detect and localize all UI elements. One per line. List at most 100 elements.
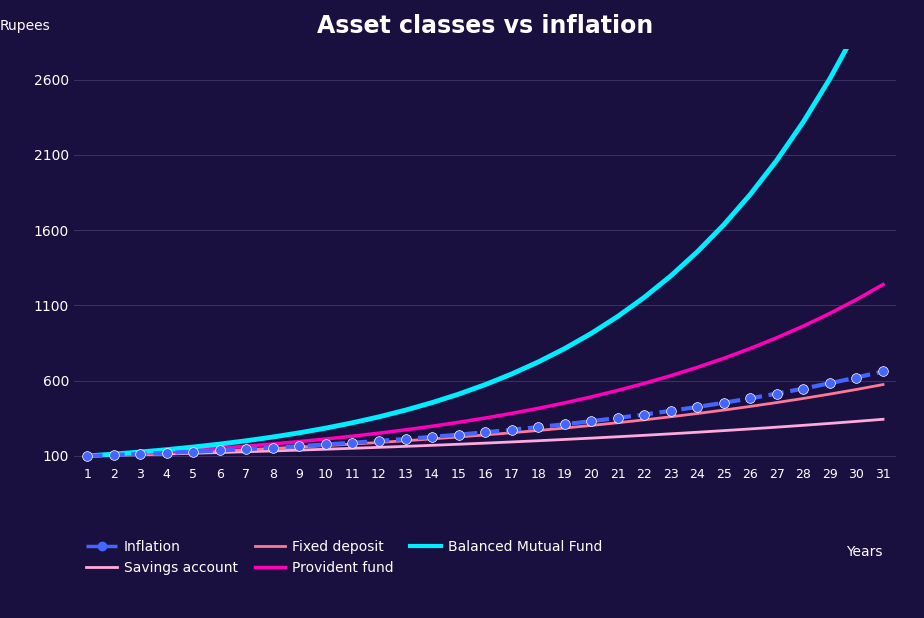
Balanced Mutual Fund	[532, 358, 543, 366]
Savings account	[480, 439, 491, 447]
Balanced Mutual Fund	[81, 452, 92, 460]
Inflation	[427, 433, 438, 441]
Savings account	[400, 442, 411, 450]
Provident fund	[586, 393, 597, 400]
Inflation	[665, 407, 676, 415]
Fixed deposit	[346, 441, 358, 448]
Provident fund	[824, 310, 835, 317]
Balanced Mutual Fund	[267, 433, 278, 441]
Balanced Mutual Fund	[294, 429, 305, 436]
Inflation	[772, 390, 783, 397]
Provident fund	[638, 379, 650, 387]
Balanced Mutual Fund	[692, 248, 703, 255]
Savings account	[824, 420, 835, 427]
Provident fund	[373, 430, 384, 437]
Provident fund	[878, 281, 889, 288]
Fixed deposit	[161, 449, 172, 457]
Savings account	[267, 447, 278, 455]
Inflation	[745, 395, 756, 402]
Balanced Mutual Fund	[241, 437, 252, 444]
Y-axis label: Rupees: Rupees	[0, 19, 50, 33]
Balanced Mutual Fund	[745, 190, 756, 198]
Inflation	[241, 446, 252, 453]
Balanced Mutual Fund	[718, 221, 729, 229]
Inflation	[532, 423, 543, 431]
Provident fund	[427, 423, 438, 430]
Inflation	[878, 368, 889, 375]
Provident fund	[188, 446, 199, 454]
Inflation	[613, 414, 624, 421]
Balanced Mutual Fund	[613, 313, 624, 320]
Provident fund	[506, 410, 517, 417]
Inflation	[346, 439, 358, 446]
Savings account	[135, 451, 146, 459]
Fixed deposit	[294, 443, 305, 451]
Provident fund	[665, 372, 676, 379]
Savings account	[453, 441, 464, 448]
Provident fund	[745, 345, 756, 352]
Provident fund	[480, 414, 491, 421]
Savings account	[745, 425, 756, 433]
Fixed deposit	[772, 399, 783, 406]
Savings account	[161, 451, 172, 458]
Fixed deposit	[665, 413, 676, 420]
Balanced Mutual Fund	[321, 425, 332, 432]
Inflation	[108, 451, 119, 459]
Fixed deposit	[559, 425, 570, 432]
Provident fund	[321, 435, 332, 442]
Provident fund	[559, 399, 570, 407]
Inflation	[692, 403, 703, 410]
Inflation	[188, 448, 199, 455]
Inflation	[851, 374, 862, 381]
Savings account	[427, 442, 438, 449]
Fixed deposit	[188, 448, 199, 455]
Inflation	[718, 399, 729, 407]
Provident fund	[453, 418, 464, 426]
Line: Balanced Mutual Fund: Balanced Mutual Fund	[87, 0, 883, 456]
Provident fund	[214, 444, 225, 452]
Inflation	[161, 449, 172, 457]
Inflation	[294, 442, 305, 450]
Fixed deposit	[214, 447, 225, 455]
Savings account	[798, 421, 809, 429]
Provident fund	[400, 426, 411, 434]
Balanced Mutual Fund	[824, 75, 835, 82]
Balanced Mutual Fund	[851, 27, 862, 34]
Savings account	[241, 448, 252, 455]
Savings account	[506, 438, 517, 446]
Balanced Mutual Fund	[427, 399, 438, 406]
Fixed deposit	[692, 410, 703, 417]
Provident fund	[241, 442, 252, 450]
Fixed deposit	[506, 429, 517, 436]
Fixed deposit	[108, 451, 119, 459]
Savings account	[321, 446, 332, 453]
Savings account	[81, 452, 92, 460]
Inflation	[638, 411, 650, 418]
Inflation	[321, 441, 332, 448]
Savings account	[878, 415, 889, 423]
Fixed deposit	[851, 386, 862, 393]
Fixed deposit	[718, 407, 729, 414]
Fixed deposit	[453, 433, 464, 441]
Inflation	[373, 437, 384, 444]
Inflation	[400, 435, 411, 442]
Line: Savings account: Savings account	[87, 419, 883, 456]
Balanced Mutual Fund	[638, 294, 650, 301]
Provident fund	[267, 440, 278, 447]
Fixed deposit	[241, 446, 252, 454]
Fixed deposit	[613, 419, 624, 426]
Title: Asset classes vs inflation: Asset classes vs inflation	[317, 14, 653, 38]
Balanced Mutual Fund	[506, 370, 517, 378]
Provident fund	[772, 334, 783, 341]
Savings account	[772, 423, 783, 431]
Text: Years: Years	[845, 545, 882, 559]
Savings account	[214, 449, 225, 456]
Inflation	[480, 429, 491, 436]
Fixed deposit	[135, 451, 146, 458]
Balanced Mutual Fund	[586, 330, 597, 337]
Fixed deposit	[638, 416, 650, 423]
Savings account	[692, 428, 703, 436]
Provident fund	[613, 387, 624, 394]
Fixed deposit	[321, 442, 332, 449]
Savings account	[851, 418, 862, 425]
